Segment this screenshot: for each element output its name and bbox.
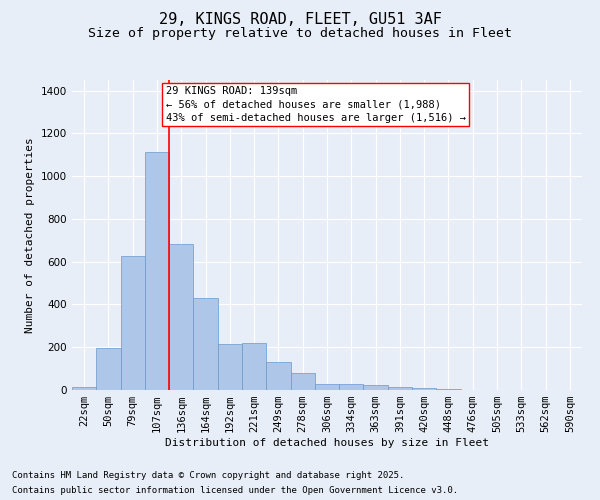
Text: Size of property relative to detached houses in Fleet: Size of property relative to detached ho… <box>88 28 512 40</box>
Text: Contains public sector information licensed under the Open Government Licence v3: Contains public sector information licen… <box>12 486 458 495</box>
Bar <box>266 362 290 390</box>
Text: Contains HM Land Registry data © Crown copyright and database right 2025.: Contains HM Land Registry data © Crown c… <box>12 471 404 480</box>
Text: 29 KINGS ROAD: 139sqm
← 56% of detached houses are smaller (1,988)
43% of semi-d: 29 KINGS ROAD: 139sqm ← 56% of detached … <box>166 86 466 123</box>
Bar <box>290 373 315 390</box>
Bar <box>169 244 193 390</box>
Bar <box>72 387 96 390</box>
Bar <box>242 343 266 390</box>
Bar <box>364 384 388 390</box>
Text: 29, KINGS ROAD, FLEET, GU51 3AF: 29, KINGS ROAD, FLEET, GU51 3AF <box>158 12 442 28</box>
Bar <box>121 256 145 390</box>
Bar <box>193 298 218 390</box>
Bar <box>339 384 364 390</box>
Bar <box>145 152 169 390</box>
Bar <box>315 384 339 390</box>
X-axis label: Distribution of detached houses by size in Fleet: Distribution of detached houses by size … <box>165 438 489 448</box>
Bar <box>388 387 412 390</box>
Bar <box>436 389 461 390</box>
Bar <box>218 344 242 390</box>
Bar <box>412 388 436 390</box>
Bar <box>96 348 121 390</box>
Y-axis label: Number of detached properties: Number of detached properties <box>25 137 35 333</box>
